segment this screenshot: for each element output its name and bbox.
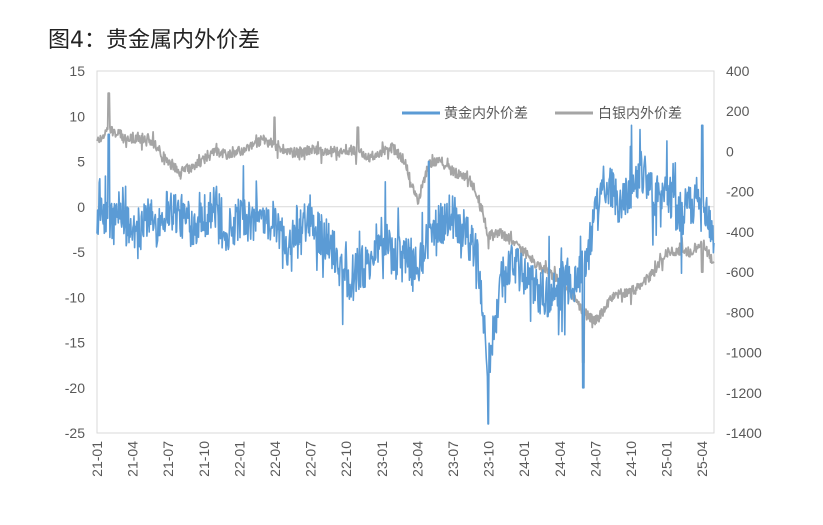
left-axis-tick-label: -15	[65, 335, 85, 351]
left-axis-tick-label: -20	[65, 380, 85, 396]
x-axis-tick-label: 21-10	[196, 441, 212, 477]
left-axis-tick-label: -10	[65, 289, 85, 305]
series-layer	[96, 92, 715, 425]
x-axis: 21-01 21-04 21-07 21-10 22-01 22-04 22-07 22-10…	[89, 441, 710, 477]
x-axis-tick-label: 23-07	[445, 441, 461, 477]
x-axis-tick-label: 24-04	[552, 441, 568, 477]
left-axis-tick-label: -25	[65, 425, 85, 441]
right-axis-tick-label: 0	[726, 143, 734, 159]
x-axis-tick-label: 23-01	[374, 441, 390, 477]
x-axis-tick-label: 24-10	[623, 441, 639, 477]
right-axis-tick-label: 200	[726, 103, 750, 119]
left-axis-tick-label: 0	[77, 199, 85, 215]
legend-label-silver: 白银内外价差	[598, 106, 682, 122]
x-axis-tick-label: 22-04	[267, 441, 283, 477]
x-axis-tick-label: 21-04	[125, 441, 141, 477]
x-axis-tick-label: 23-04	[409, 441, 425, 477]
right-axis-tick-label: -1000	[726, 345, 762, 361]
right-axis-tick-label: -800	[726, 304, 754, 320]
x-axis-tick-label: 24-07	[587, 441, 603, 477]
series-line-silver	[96, 92, 715, 364]
x-axis-tick-label: 23-10	[481, 441, 497, 477]
right-axis-tick-label: -200	[726, 184, 754, 200]
left-axis: 15 10 5 0 -5 -10 -15 -20 -25	[65, 63, 85, 441]
right-axis-tick-label: 400	[726, 63, 750, 79]
right-axis-tick-label: -1400	[726, 425, 762, 441]
x-axis-tick-label: 24-01	[516, 441, 532, 477]
right-axis-tick-label: -1200	[726, 385, 762, 401]
x-axis-tick-label: 25-04	[694, 441, 710, 477]
chart-title: 图4：贵金属内外价差	[48, 28, 260, 53]
x-axis-tick-label: 22-07	[303, 441, 319, 477]
x-axis-tick-label: 22-01	[231, 441, 247, 477]
left-axis-tick-label: -5	[73, 244, 86, 260]
x-axis-tick-label: 25-01	[659, 441, 675, 477]
right-axis: 400 200 0 -200 -400 -600 -800 -1000 -1200 -1400	[726, 63, 762, 441]
legend-label-gold: 黄金内外价差	[444, 105, 528, 122]
x-axis-tick-label: 21-01	[89, 441, 105, 477]
left-axis-tick-label: 5	[77, 154, 85, 170]
right-axis-tick-label: -400	[726, 224, 754, 240]
right-axis-tick-label: -600	[726, 264, 754, 280]
left-axis-tick-label: 15	[69, 63, 85, 79]
series-line-gold	[96, 124, 715, 425]
x-axis-tick-label: 21-07	[160, 441, 176, 477]
x-axis-tick-label: 22-10	[338, 441, 354, 477]
legend: 黄金内外价差 白银内外价差	[402, 105, 682, 122]
left-axis-tick-label: 10	[69, 108, 85, 124]
